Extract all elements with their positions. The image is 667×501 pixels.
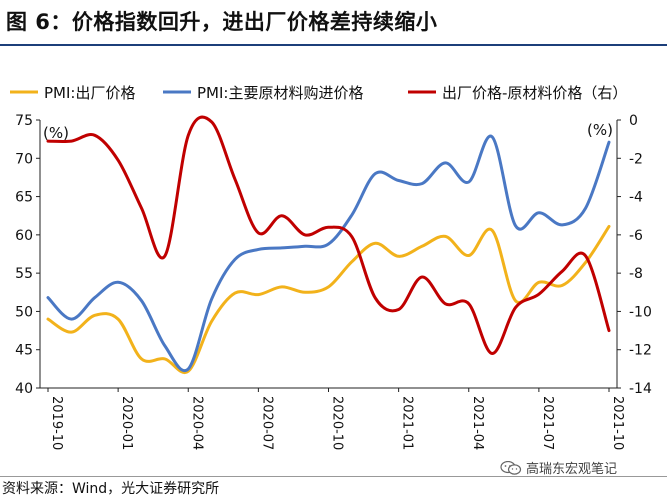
x-tick-label: 2020-01 — [119, 396, 134, 450]
right-tick-label: -10 — [629, 304, 652, 320]
x-tick-label: 2020-04 — [189, 396, 204, 450]
watermark: 高瑞东宏观笔记 — [500, 458, 617, 477]
x-tick-label: 2021-01 — [400, 396, 415, 450]
series-line-pmi-output-price — [46, 224, 611, 375]
x-tick-label: 2021-10 — [610, 396, 625, 450]
legend-label: 出厂价格-原材料价格（右） — [442, 84, 627, 102]
chart-axes: 40 45 50 55 60 65 70 75 -14 -12 -10 -8 -6 -4 -2 0 (%) (%)… — [15, 113, 652, 450]
left-tick-label: 55 — [15, 266, 33, 282]
watermark-text: 高瑞东宏观笔记 — [526, 462, 618, 477]
legend-label: PMI:主要原材料购进价格 — [197, 84, 363, 102]
series-line-price-spread — [46, 115, 611, 355]
chart-legend: PMI:出厂价格 PMI:主要原材料购进价格 出厂价格-原材料价格（右） — [10, 84, 627, 102]
right-tick-label: -12 — [629, 343, 652, 359]
figure-title: 图 6：价格指数回升，进出厂价格差持续缩小 — [6, 10, 438, 34]
x-tick-label: 2021-04 — [470, 396, 485, 450]
legend-label: PMI:出厂价格 — [44, 84, 135, 102]
left-tick-label: 60 — [15, 228, 33, 244]
x-tick-label: 2020-10 — [330, 396, 345, 450]
left-unit-label: (%) — [43, 124, 69, 142]
chart-lines — [46, 115, 611, 375]
left-tick-label: 70 — [15, 151, 33, 167]
left-tick-label: 50 — [15, 304, 33, 320]
left-tick-label: 65 — [15, 190, 33, 206]
x-tick-label: 2021-07 — [540, 396, 555, 450]
right-tick-label: -6 — [629, 228, 643, 244]
left-tick-label: 45 — [15, 343, 33, 359]
left-tick-label: 40 — [15, 381, 33, 397]
wechat-icon — [500, 460, 522, 475]
line-chart: PMI:出厂价格 PMI:主要原材料购进价格 出厂价格-原材料价格（右） 40 45 5… — [10, 84, 652, 450]
right-tick-label: -8 — [629, 266, 643, 282]
left-tick-label: 75 — [15, 113, 33, 129]
right-tick-label: 0 — [629, 113, 638, 129]
right-unit-label: (%) — [587, 121, 613, 139]
title-divider — [0, 44, 667, 46]
x-tick-label: 2019-10 — [49, 396, 64, 450]
right-tick-label: -14 — [629, 381, 652, 397]
footer-divider — [0, 476, 667, 477]
x-tick-label: 2020-07 — [259, 396, 274, 450]
right-tick-label: -4 — [629, 190, 643, 206]
right-tick-label: -2 — [629, 151, 643, 167]
source-note: 资料来源：Wind，光大证券研究所 — [2, 481, 220, 497]
series-line-pmi-input-price — [46, 134, 611, 373]
